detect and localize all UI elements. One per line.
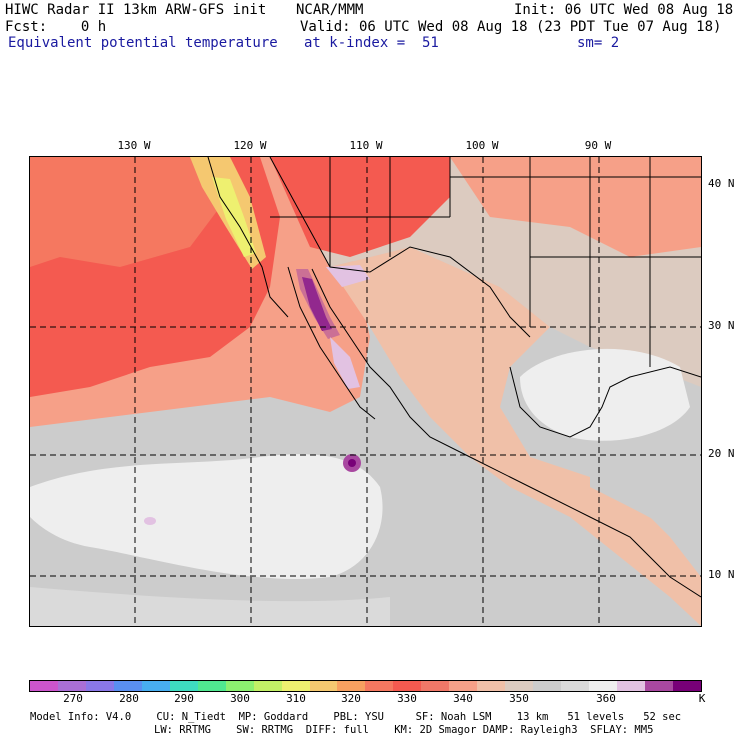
scale-swatch (281, 681, 310, 691)
theta-e-map (29, 156, 702, 627)
plains-warm-field (450, 157, 701, 257)
scale-tick-330: 330 (397, 692, 417, 705)
lat-label-40n: 40 N (708, 177, 735, 190)
scale-swatch (533, 681, 562, 691)
scale-tick-360: 360 (596, 692, 616, 705)
scale-swatch (589, 681, 618, 691)
level-index: at k-index = 51 (304, 35, 439, 51)
field-name: Equivalent potential temperature (8, 35, 278, 51)
graticule (30, 157, 701, 626)
scale-tick-340: 340 (453, 692, 473, 705)
lon-label-110w: 110 W (349, 139, 383, 152)
lat-label-20n: 20 N (708, 447, 735, 460)
lat-label-30n: 30 N (708, 319, 735, 332)
lon-label-120w: 120 W (233, 139, 267, 152)
pacific-orange-field (30, 157, 220, 267)
scale-tick-350: 350 (509, 692, 529, 705)
scale-swatch (253, 681, 282, 691)
color-scale (29, 680, 702, 692)
scale-swatch (169, 681, 198, 691)
scale-swatch (477, 681, 506, 691)
caribbean-field (590, 452, 701, 547)
smoothing-value: sm= 2 (577, 35, 620, 51)
scale-swatch (617, 681, 645, 691)
scale-swatch (337, 681, 366, 691)
model-info-line1: Model Info: V4.0 CU: N_Tiedt MP: Goddard… (30, 711, 682, 723)
scale-swatch (505, 681, 534, 691)
scale-swatch (197, 681, 226, 691)
scale-swatch (421, 681, 450, 691)
scale-tick-290: 290 (174, 692, 194, 705)
scale-swatch (309, 681, 338, 691)
model-title: HIWC Radar II 13km ARW-GFS init (5, 2, 267, 18)
scale-swatch (30, 681, 58, 691)
gulf-of-mexico-field (520, 348, 690, 441)
map-canvas (30, 157, 701, 626)
coastlines (207, 157, 701, 598)
institution-label: NCAR/MMM (296, 2, 364, 18)
scale-swatch (672, 681, 701, 691)
forecast-hour: Fcst: 0 h (5, 19, 107, 35)
scale-tick-310: 310 (286, 692, 306, 705)
high-theta-e-halo (326, 265, 370, 389)
lat-label-10n: 10 N (708, 568, 735, 581)
scale-swatch (365, 681, 394, 691)
scale-swatch (141, 681, 170, 691)
model-info-line2: LW: RRTMG SW: RRTMG DIFF: full KM: 2D Sm… (154, 724, 654, 736)
lon-label-90w: 90 W (584, 139, 612, 152)
high-theta-e-ring (296, 269, 340, 339)
scale-tick-280: 280 (119, 692, 139, 705)
scale-tick-270: 270 (63, 692, 83, 705)
scale-swatch (85, 681, 114, 691)
scale-swatch (225, 681, 254, 691)
init-time: Init: 06 UTC Wed 08 Aug 18 (514, 2, 734, 18)
tropical-cyclone-eye (348, 459, 356, 467)
scale-units: K (698, 692, 706, 705)
mexico-land-field (330, 247, 701, 626)
scale-swatch (393, 681, 422, 691)
lon-label-130w: 130 W (117, 139, 151, 152)
low-theta-e-band-2 (30, 587, 390, 626)
scale-tick-320: 320 (341, 692, 361, 705)
us-hot-field (270, 157, 450, 257)
low-theta-e-band (30, 454, 383, 580)
valid-time: Valid: 06 UTC Wed 08 Aug 18 (23 PDT Tue … (300, 19, 722, 35)
scale-swatch (57, 681, 86, 691)
scale-swatch (644, 681, 673, 691)
lon-label-100w: 100 W (465, 139, 499, 152)
scale-tick-300: 300 (230, 692, 250, 705)
scale-swatch (449, 681, 478, 691)
scale-swatch (113, 681, 142, 691)
tropical-blob (144, 517, 156, 525)
scale-swatch (561, 681, 590, 691)
